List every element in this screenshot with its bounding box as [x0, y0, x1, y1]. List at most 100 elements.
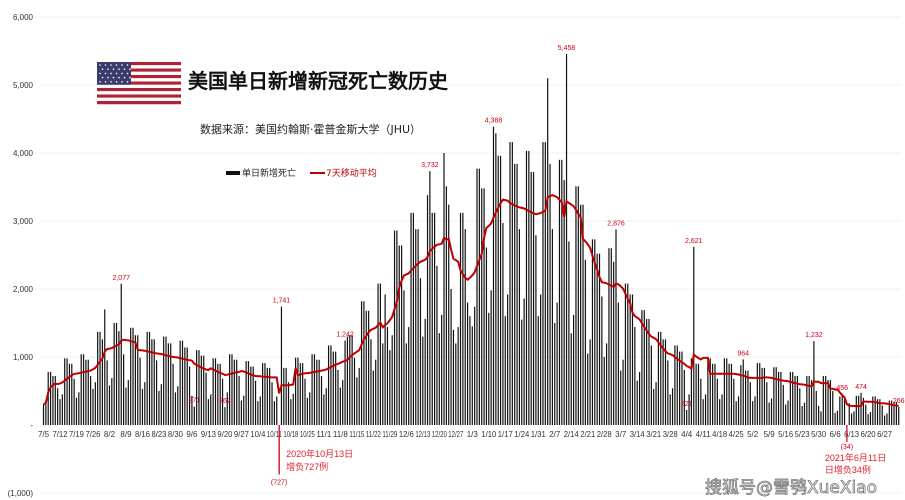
- bar: [558, 159, 561, 426]
- bar: [193, 406, 195, 425]
- bar: [836, 410, 839, 425]
- bar: [490, 290, 492, 425]
- bar: [532, 172, 535, 425]
- bar: [181, 340, 184, 425]
- bar: [598, 253, 601, 425]
- x-tick-label: 1/17: [498, 430, 514, 439]
- bar: [353, 357, 356, 425]
- bar: [108, 385, 111, 425]
- bar: [59, 399, 61, 425]
- data-label: 4,388: [485, 118, 503, 125]
- us-flag-icon: [97, 62, 181, 105]
- bar: [544, 142, 546, 425]
- bar: [723, 358, 725, 425]
- bar: [763, 367, 766, 425]
- bar: [438, 333, 440, 425]
- bar: [893, 401, 895, 425]
- bar: [358, 367, 360, 425]
- bar: [280, 306, 283, 425]
- x-tick-label: 8/16: [135, 430, 151, 439]
- data-label: 271: [188, 398, 200, 405]
- x-tick-label: 11/1: [316, 430, 332, 439]
- bar: [410, 212, 412, 425]
- x-tick-label: 9/20: [217, 430, 233, 439]
- bar: [872, 396, 874, 425]
- bar: [200, 355, 202, 425]
- bar: [214, 358, 217, 425]
- bar: [52, 376, 54, 425]
- bar: [488, 312, 490, 425]
- bar: [106, 360, 108, 425]
- y-tick-label: -: [30, 421, 33, 430]
- bar: [94, 382, 96, 425]
- bar: [789, 371, 791, 425]
- x-tick-label: 10/25: [300, 430, 315, 439]
- bar: [184, 347, 186, 425]
- bar: [516, 163, 518, 425]
- bar: [238, 376, 240, 425]
- bar: [368, 310, 370, 425]
- x-tick-label: 11/15: [349, 430, 364, 439]
- bar: [499, 155, 502, 425]
- bar: [827, 380, 829, 425]
- bar: [601, 296, 603, 425]
- bar: [879, 399, 881, 425]
- x-tick-label: 4/18: [712, 430, 728, 439]
- chart-subtitle: 数据来源：美国约翰斯·霍普金斯大学（JHU）: [200, 122, 421, 136]
- bar: [104, 309, 106, 425]
- bar: [704, 394, 707, 425]
- bar: [841, 393, 843, 425]
- bar: [170, 343, 172, 425]
- bar: [895, 401, 897, 425]
- bar: [269, 367, 271, 425]
- y-tick-label: 4,000: [13, 149, 34, 158]
- bar: [42, 404, 45, 425]
- bar: [712, 363, 714, 425]
- x-axis-ticks: 7/5 7/12 7/19 7/26 8/2 8/9 8/16 8/23 8/30 9/6 9/13…: [38, 430, 893, 439]
- bar: [464, 229, 466, 425]
- bar: [276, 396, 278, 425]
- bar: [92, 388, 94, 425]
- x-tick-label: 1/10: [481, 430, 497, 439]
- bar: [752, 401, 754, 425]
- bar: [54, 376, 56, 425]
- bar: [422, 336, 424, 425]
- bar: [740, 365, 742, 425]
- bar: [777, 371, 780, 425]
- data-label: 2,621: [685, 238, 703, 245]
- bar: [768, 402, 770, 425]
- bar: [151, 339, 153, 425]
- bar: [320, 376, 323, 425]
- bar: [568, 241, 570, 425]
- bar: [344, 340, 346, 425]
- bar: [540, 294, 542, 425]
- bar: [643, 310, 645, 425]
- bar: [554, 323, 556, 425]
- bar: [417, 229, 419, 425]
- bar: [613, 261, 615, 425]
- bar: [207, 399, 210, 425]
- bar: [497, 155, 499, 425]
- bar: [697, 363, 700, 425]
- bar: [810, 380, 813, 425]
- x-tick-label: 9/6: [186, 430, 198, 439]
- bar: [737, 396, 740, 425]
- bar: [252, 366, 254, 425]
- x-tick-label: 6/20: [861, 430, 877, 439]
- data-label: 2,876: [607, 220, 625, 227]
- bar: [285, 367, 287, 425]
- x-tick-label: 8/23: [151, 430, 167, 439]
- bar: [240, 400, 243, 425]
- bar: [403, 290, 405, 425]
- bar: [886, 413, 888, 425]
- bar: [839, 396, 841, 425]
- bar: [733, 378, 735, 425]
- bar: [681, 351, 683, 425]
- data-label: 964: [737, 350, 749, 357]
- bar: [118, 331, 120, 425]
- bar: [153, 339, 155, 425]
- bar: [629, 294, 631, 425]
- bar: [587, 353, 589, 425]
- bar: [448, 204, 450, 425]
